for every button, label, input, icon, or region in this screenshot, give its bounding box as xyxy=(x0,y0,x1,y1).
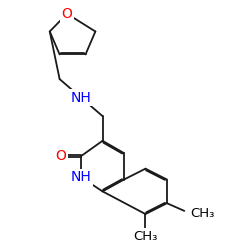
Text: NH: NH xyxy=(71,90,92,104)
Text: CH₃: CH₃ xyxy=(133,230,158,243)
Text: CH₃: CH₃ xyxy=(190,207,215,220)
Text: O: O xyxy=(56,149,66,163)
Text: NH: NH xyxy=(71,170,92,184)
Text: O: O xyxy=(62,7,72,21)
